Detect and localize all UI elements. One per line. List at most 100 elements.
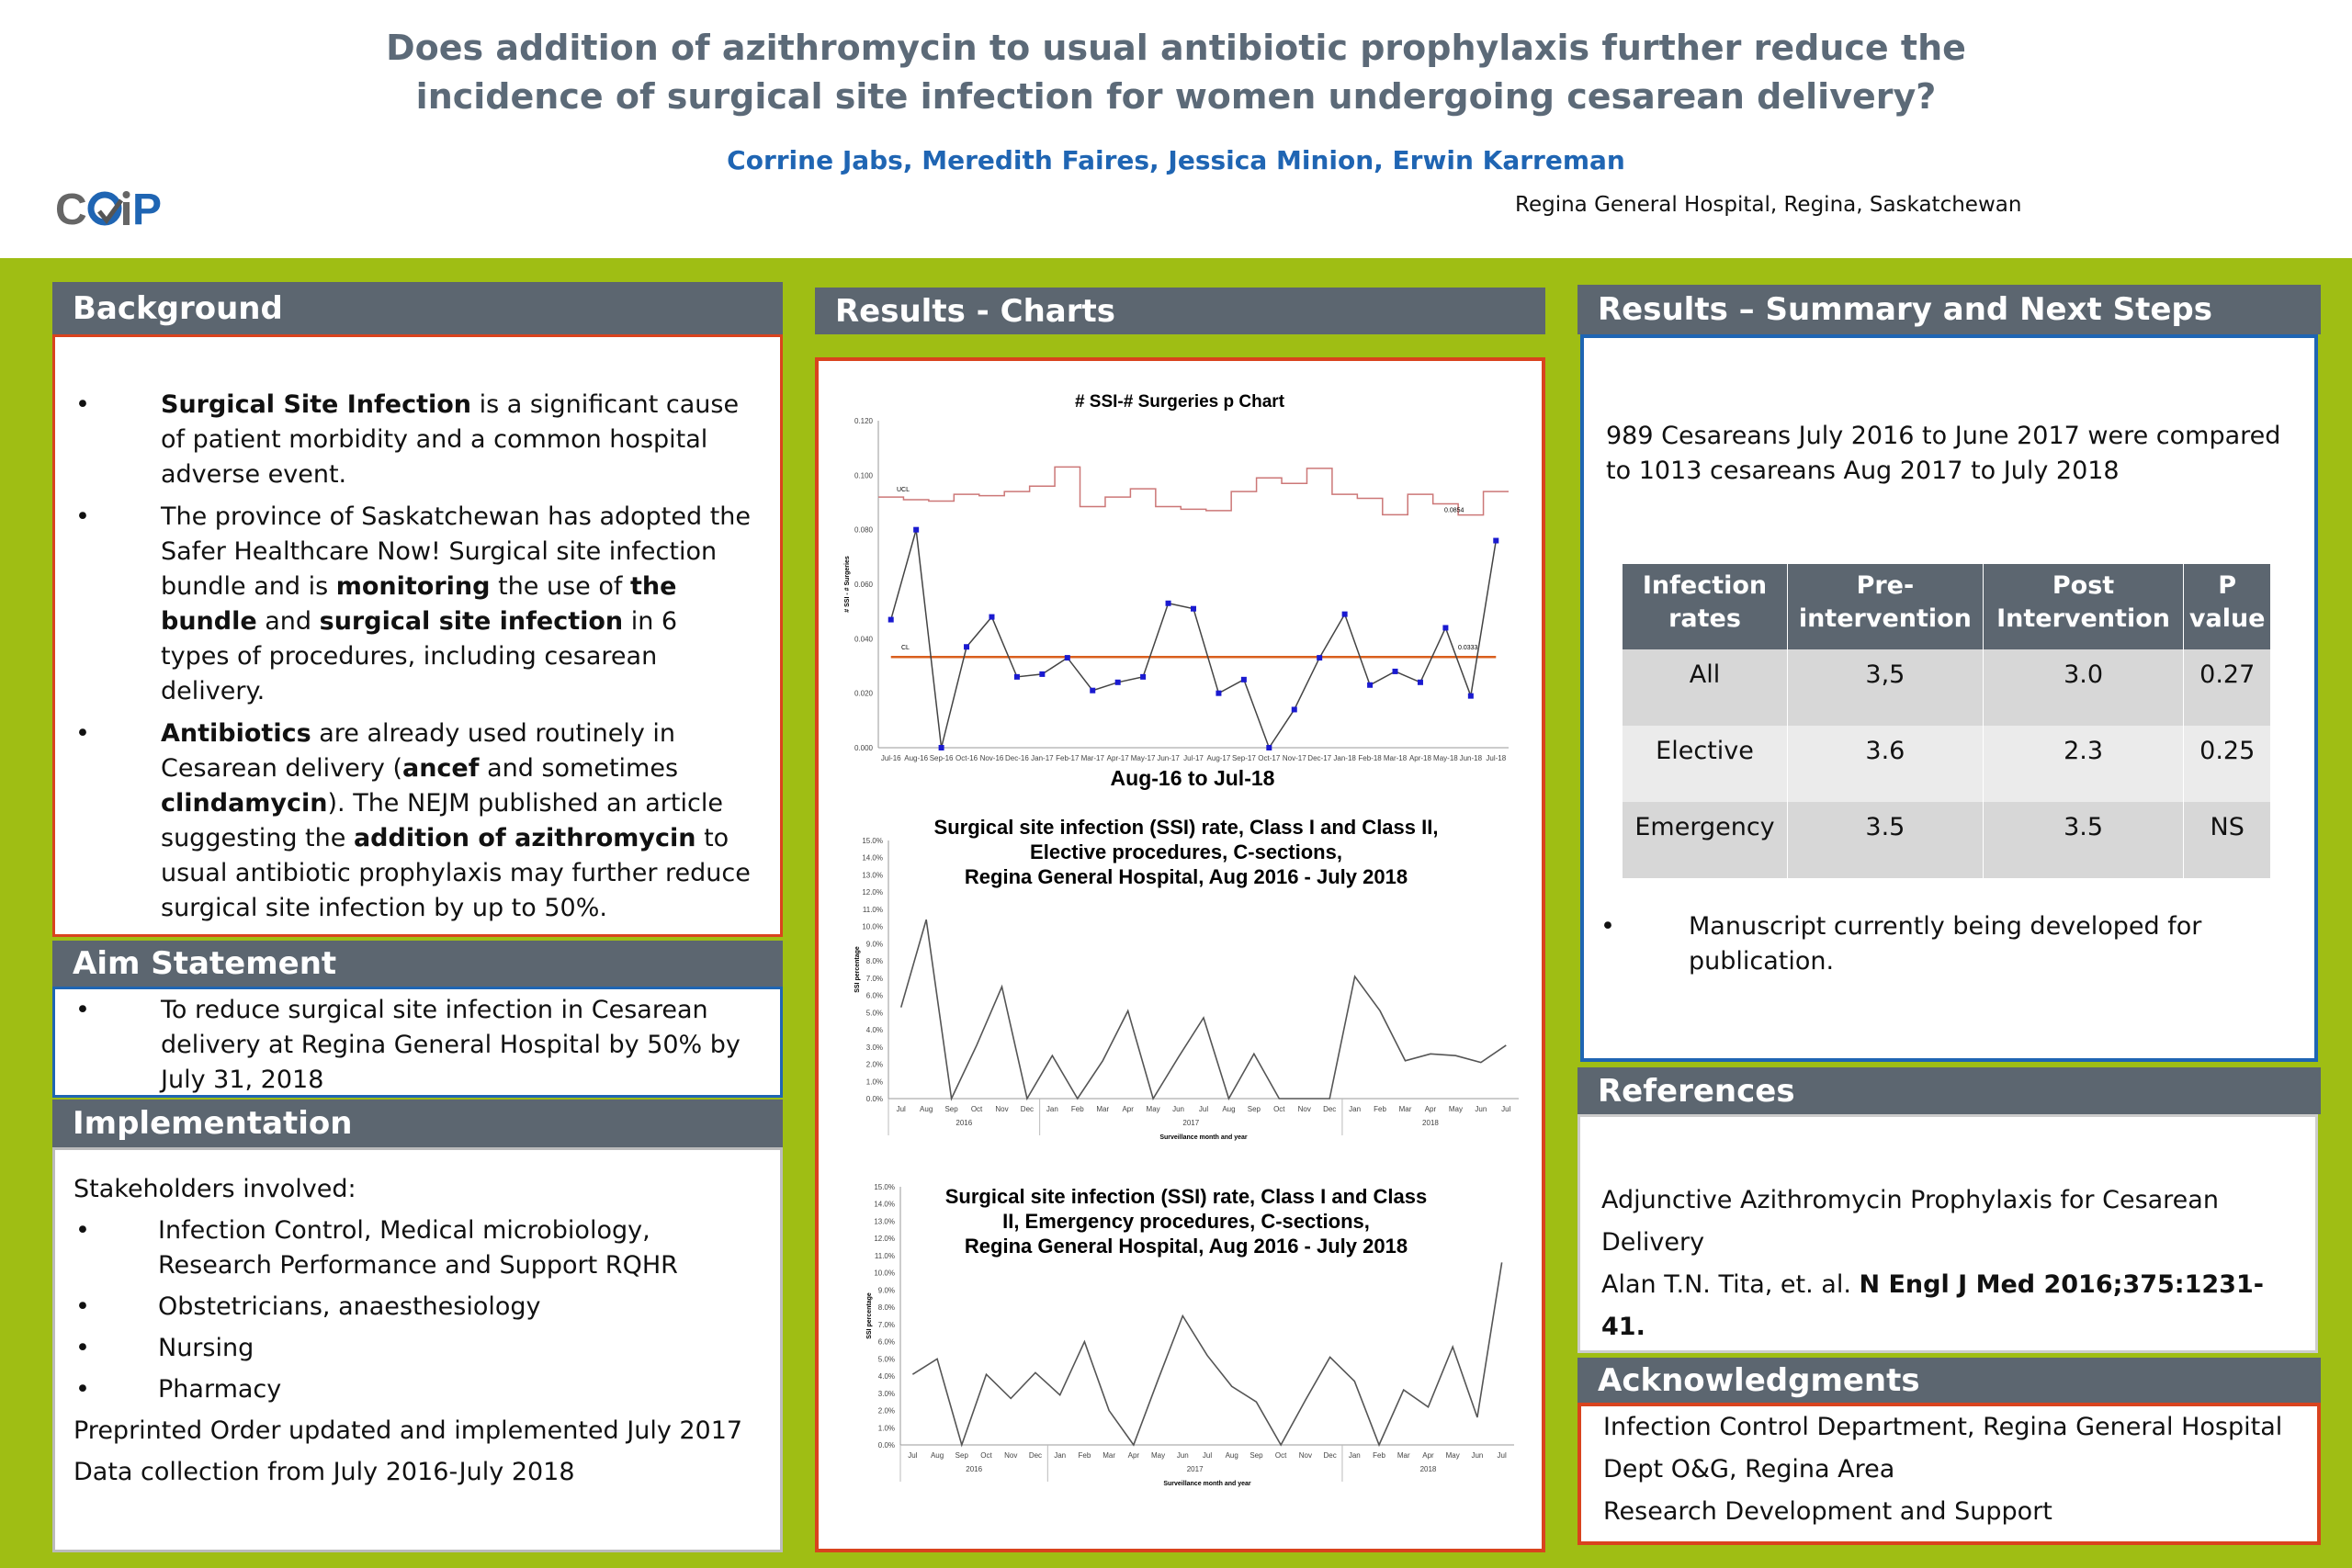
table-header: Pre-intervention: [1787, 564, 1984, 649]
implementation-line: Preprinted Order updated and implemented…: [74, 1416, 743, 1445]
x-tick-label: Mar: [1399, 1105, 1412, 1113]
x-tick-label: Mar: [1096, 1105, 1109, 1113]
charts-canvas: # SSI-# Surgeries p Chart 0.000 0.020 0.040…: [844, 392, 1519, 1487]
ucl-label: UCL: [897, 487, 910, 493]
x-tick-label: Dec-16: [1005, 754, 1029, 762]
text-run: and sometimes: [479, 754, 679, 783]
text-run: are already used routinely in Cesarean d…: [161, 719, 676, 783]
data-point: [1114, 679, 1121, 685]
x-tick-label: Nov: [995, 1105, 1008, 1113]
x-tick-label: Apr-17: [1107, 754, 1130, 762]
x-tick-label: Jul: [1199, 1105, 1208, 1113]
poster-header: Does addition of azithromycin to usual a…: [0, 0, 2352, 258]
infection-rates-table: Infection rates Pre-intervention Post Inte…: [1623, 564, 2271, 878]
x-tick-label: Jul-17: [1183, 754, 1204, 762]
x-tick-label: Jul: [1203, 1451, 1212, 1460]
summary-heading: Results – Summary and Next Steps: [1577, 285, 2321, 334]
data-point: [1467, 693, 1474, 699]
chart-title-line: Regina General Hospital, Aug 2016 - July…: [965, 1235, 1408, 1258]
results-charts-section: # SSI-# Surgeries p Chart 0.000 0.020 0.040…: [815, 357, 1545, 1552]
affiliation: Regina General Hospital, Regina, Saskatc…: [1515, 193, 2022, 217]
x-tick-label: Apr-18: [1409, 754, 1432, 762]
x-tick-label: May: [1446, 1451, 1460, 1460]
x-tick-label: Oct: [1275, 1451, 1287, 1460]
summary-bullet-wrap: Manuscript currently being developed for…: [1580, 909, 2315, 979]
y-tick-label: 14.0%: [862, 854, 883, 863]
x-tick-label: Jan: [1349, 1105, 1361, 1113]
text-run: The province of Saskatchewan has adopted…: [161, 502, 752, 601]
x-tick-label: Mar-17: [1081, 754, 1105, 762]
data-point: [1013, 673, 1020, 680]
x-tick-label: Feb: [1373, 1451, 1385, 1460]
background-bullet: Surgical Site Infection is a significant…: [55, 388, 752, 492]
background-heading: Background: [52, 282, 783, 334]
table-cell: 0.27: [2183, 649, 2271, 726]
text-run: ancef: [401, 754, 480, 783]
background-section: Surgical Site Infection is a significant…: [52, 334, 783, 937]
poster-title-line-2: incidence of surgical site infection for…: [415, 76, 1937, 117]
x-tick-label: Oct: [1273, 1105, 1285, 1113]
x-tick-label: Feb-17: [1056, 754, 1080, 762]
data-point: [1140, 673, 1147, 680]
y-tick-label: 13.0%: [874, 1217, 895, 1225]
text-run: ). The NEJM published an article suggest…: [161, 789, 723, 852]
year-label: 2018: [1422, 1119, 1439, 1127]
implementation-line: Data collection from July 2016-July 2018: [74, 1458, 575, 1486]
x-tick-label: Dec: [1029, 1451, 1042, 1460]
background-bullets: Surgical Site Infection is a significant…: [55, 388, 752, 926]
x-tick-label: Aug-16: [904, 754, 928, 762]
stakeholder-item: Infection Control, Medical microbiology,…: [55, 1213, 762, 1283]
y-tick-label: 0.120: [854, 417, 874, 425]
ssi-series-line: [911, 1262, 1503, 1448]
x-tick-label: Jan: [1349, 1451, 1361, 1460]
acknowledgment-item: Dept O&G, Regina Area: [1603, 1455, 1895, 1483]
y-tick-label: 12.0%: [874, 1235, 895, 1243]
text-run: is a significant cause of patient morbid…: [161, 390, 740, 489]
data-point: [1191, 605, 1196, 612]
year-label: 2017: [1182, 1119, 1199, 1127]
ucl-line: [878, 466, 1509, 516]
x-tick-label: Sep: [944, 1105, 958, 1113]
table-cell: Elective: [1623, 726, 1789, 802]
table-cell: 0.25: [2183, 726, 2271, 802]
data-point: [1090, 687, 1096, 694]
text-run: Antibiotics: [161, 719, 311, 748]
x-tick-label: Aug-17: [1207, 754, 1231, 762]
summary-bullet: Manuscript currently being developed for…: [1580, 909, 2315, 979]
background-bullet: The province of Saskatchewan has adopted…: [55, 500, 752, 709]
year-label: 2016: [966, 1465, 982, 1473]
x-tick-label: Jul: [1498, 1451, 1507, 1460]
data-point: [913, 526, 920, 533]
table-cell: 3.5: [1983, 802, 2185, 878]
x-tick-label: Jul: [1501, 1105, 1510, 1113]
y-tick-label: 0.100: [854, 471, 874, 479]
x-tick-label: Feb: [1374, 1105, 1386, 1113]
x-tick-label: Nov: [1298, 1105, 1311, 1113]
x-tick-label: Dec: [1323, 1105, 1336, 1113]
y-tick-label: 5.0%: [878, 1355, 895, 1363]
chart-title-line: Elective procedures, C-sections,: [1030, 840, 1342, 863]
data-point: [1216, 690, 1222, 696]
y-tick-label: 1.0%: [866, 1077, 883, 1086]
y-tick-label: 11.0%: [875, 1252, 895, 1260]
text-run: the bundle: [161, 572, 677, 636]
y-tick-label: 9.0%: [866, 940, 883, 948]
text-run: addition of azithromycin: [353, 824, 696, 852]
x-tick-label: Mar: [1397, 1451, 1410, 1460]
y-tick-label: 0.000: [854, 744, 874, 752]
text-run: and: [256, 607, 320, 636]
references-heading: References: [1577, 1067, 2321, 1114]
y-tick-label: 7.0%: [866, 975, 883, 983]
ssi-series-line: [899, 919, 1507, 1101]
x-tick-label: Aug: [1226, 1451, 1238, 1460]
y-tick-label: 13.0%: [862, 871, 883, 879]
x-tick-label: Apr: [1422, 1451, 1434, 1460]
table-cell: 3.6: [1787, 726, 1984, 802]
data-point: [1064, 655, 1070, 661]
y-tick-label: 0.0%: [866, 1095, 883, 1103]
y-tick-label: 12.0%: [862, 888, 883, 897]
x-tick-label: Nov: [1299, 1451, 1312, 1460]
table-cell: All: [1623, 649, 1789, 726]
y-tick-label: 10.0%: [862, 923, 883, 931]
x-tick-label: Oct-16: [956, 754, 978, 762]
